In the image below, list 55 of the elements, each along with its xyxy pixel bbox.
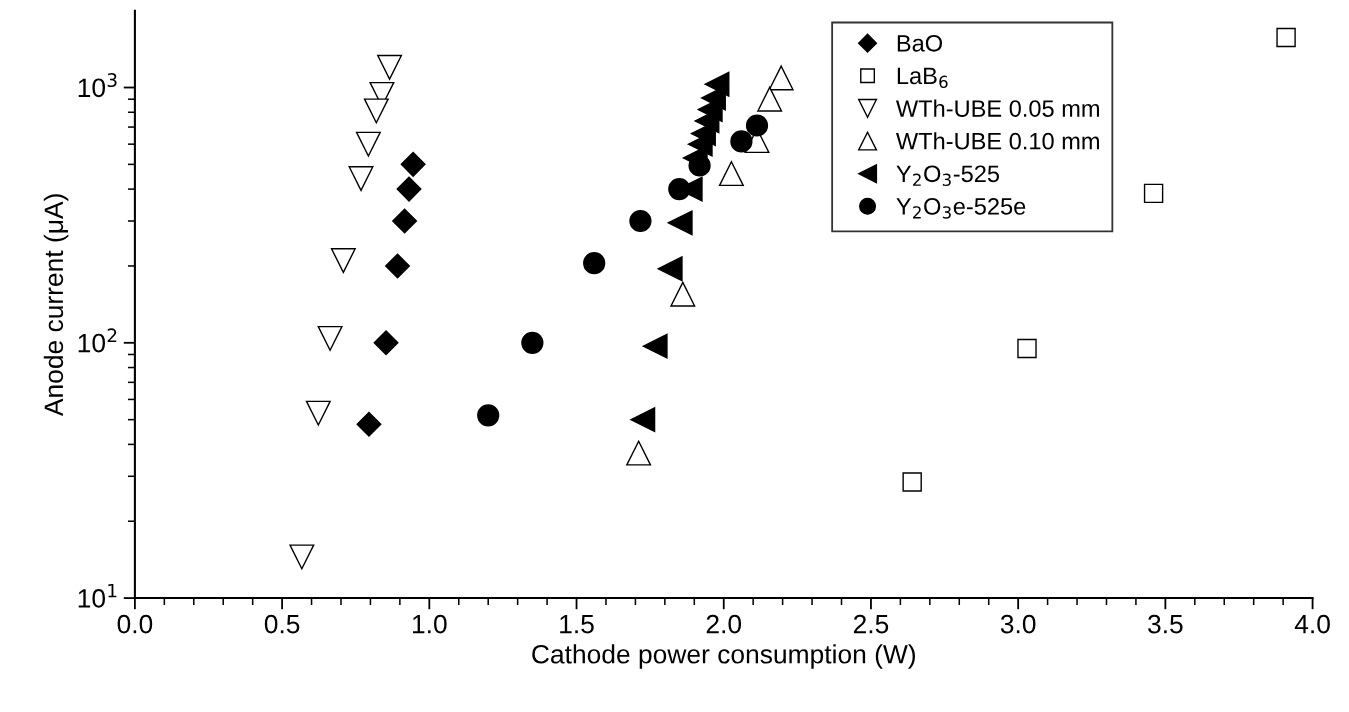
point — [477, 404, 500, 427]
y-tick-label: 10$^{2}$ — [78, 328, 117, 353]
point — [745, 114, 769, 137]
point — [768, 65, 794, 91]
y-tick-label: 10$^{1}$ — [78, 583, 117, 608]
point — [289, 544, 315, 570]
point — [730, 130, 753, 153]
y-axis-title: Anode current (μA) — [43, 194, 69, 417]
point — [385, 253, 411, 279]
point — [688, 154, 711, 177]
point — [400, 151, 426, 177]
legend-label: LaB$_{6}$ — [897, 67, 948, 89]
point — [392, 208, 418, 234]
point — [1276, 27, 1296, 48]
point — [642, 333, 668, 359]
x-tick-label: 0.5 — [264, 614, 300, 634]
point — [363, 98, 389, 124]
x-tick-label: 2.5 — [853, 614, 889, 634]
legend-label: WTh-UBE 0.05 mm — [895, 99, 1099, 117]
point — [305, 400, 331, 426]
point — [718, 161, 744, 187]
point — [355, 131, 381, 157]
x-tick-label: 3.0 — [1000, 614, 1036, 634]
point — [1017, 338, 1037, 359]
point — [396, 176, 422, 202]
legend-label: Y$_{2}$O$_{3}$e-525e — [896, 198, 1026, 219]
point — [670, 281, 696, 307]
point — [373, 330, 399, 356]
point — [902, 472, 922, 492]
point — [348, 166, 374, 192]
point — [330, 248, 356, 274]
point — [667, 210, 693, 236]
x-tick-label: 0.0 — [117, 614, 153, 634]
point — [626, 440, 652, 466]
point — [668, 177, 691, 201]
legend-label: Y$_{2}$O$_{3}$-525 — [896, 165, 1000, 187]
legend-label: BaO — [897, 34, 942, 52]
y-tick-label: 10$^{3}$ — [78, 73, 117, 98]
x-tick-label: 3.5 — [1148, 614, 1183, 634]
point — [757, 86, 783, 112]
point — [377, 54, 403, 80]
x-axis-title: Cathode power consumption (W) — [532, 644, 915, 669]
x-tick-label: 1.0 — [412, 614, 447, 634]
point — [356, 411, 382, 437]
point — [521, 331, 544, 354]
point — [657, 256, 683, 282]
point — [630, 407, 656, 433]
x-tick-label: 1.5 — [560, 615, 594, 634]
x-tick-label: 2.0 — [706, 614, 742, 634]
x-tick-label: 4.0 — [1294, 614, 1330, 634]
point — [317, 325, 343, 351]
point — [1143, 183, 1164, 204]
point — [583, 252, 606, 275]
point — [629, 209, 652, 233]
legend-label: WTh-UBE 0.10 mm — [895, 132, 1099, 150]
